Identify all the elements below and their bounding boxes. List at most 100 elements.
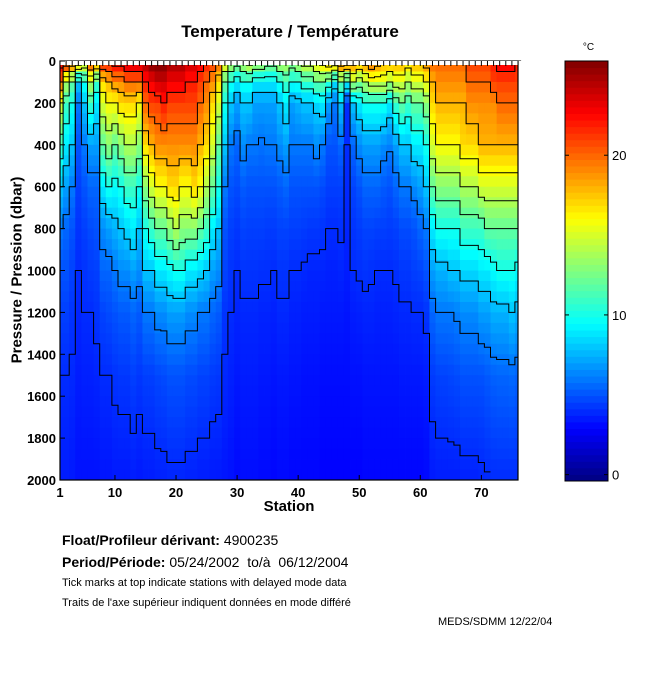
heatmap-cell xyxy=(87,448,94,460)
heatmap-cell xyxy=(160,385,168,397)
heatmap-cell xyxy=(282,207,290,219)
heatmap-cell xyxy=(130,364,137,376)
heatmap-cell xyxy=(179,343,186,355)
heatmap-cell xyxy=(392,385,400,397)
heatmap-cell xyxy=(435,249,443,261)
heatmap-cell xyxy=(111,438,119,449)
heatmap-cell xyxy=(69,291,76,303)
heatmap-cell xyxy=(203,207,211,219)
heatmap-cell xyxy=(295,134,302,146)
heatmap-cell xyxy=(148,123,156,135)
heatmap-cell xyxy=(191,144,198,156)
heatmap-cell xyxy=(411,459,418,470)
heatmap-cell xyxy=(337,459,345,470)
heatmap-cell xyxy=(405,333,412,345)
heatmap-cell xyxy=(490,322,498,334)
heatmap-cell xyxy=(411,165,418,177)
heatmap-cell xyxy=(215,228,223,240)
heatmap-cell xyxy=(240,396,247,408)
heatmap-cell xyxy=(411,71,418,83)
heatmap-cell xyxy=(197,155,204,167)
heatmap-cell xyxy=(130,165,137,177)
heatmap-cell xyxy=(472,364,479,376)
heatmap-cell xyxy=(197,438,204,449)
heatmap-cell xyxy=(459,176,467,188)
heatmap-cell xyxy=(276,102,284,114)
heatmap-cell xyxy=(289,375,296,387)
heatmap-cell xyxy=(337,406,345,418)
heatmap-cell xyxy=(350,165,357,177)
heatmap-cell xyxy=(313,438,320,449)
heatmap-cell xyxy=(264,260,272,271)
heatmap-cell xyxy=(227,469,235,481)
heatmap-cell xyxy=(118,343,125,355)
heatmap-cell xyxy=(411,239,418,250)
heatmap-cell xyxy=(142,448,149,460)
heatmap-cell xyxy=(447,312,455,324)
heatmap-cell xyxy=(81,165,88,177)
heatmap-cell xyxy=(429,260,436,271)
heatmap-cell xyxy=(337,239,345,250)
heatmap-cell xyxy=(398,155,406,167)
heatmap-cell xyxy=(252,71,259,83)
heatmap-cell xyxy=(496,102,504,114)
heatmap-cell xyxy=(392,197,400,209)
heatmap-cell xyxy=(374,280,381,292)
heatmap-cell xyxy=(502,144,510,156)
heatmap-cell xyxy=(270,218,278,229)
heatmap-cell xyxy=(478,364,485,376)
heatmap-cell xyxy=(264,417,272,429)
heatmap-cell xyxy=(111,406,119,418)
heatmap-cell xyxy=(295,364,302,376)
colorbar-band xyxy=(565,185,608,193)
heatmap-cell xyxy=(508,322,516,334)
heatmap-cell xyxy=(75,270,82,282)
heatmap-cell xyxy=(380,165,388,177)
heatmap-cell xyxy=(466,459,473,470)
heatmap-cell xyxy=(490,312,498,324)
heatmap-cell xyxy=(99,239,107,250)
heatmap-cell xyxy=(111,280,119,292)
heatmap-cell xyxy=(69,417,76,429)
heatmap-cell xyxy=(392,322,400,334)
heatmap-cell xyxy=(435,469,443,481)
heatmap-cell xyxy=(148,81,156,93)
heatmap-cell xyxy=(478,113,485,125)
heatmap-cell xyxy=(136,239,143,250)
heatmap-cell xyxy=(130,417,137,429)
heatmap-cell xyxy=(270,417,278,429)
heatmap-cell xyxy=(459,406,467,418)
heatmap-cell xyxy=(337,270,345,282)
heatmap-cell xyxy=(179,102,186,114)
heatmap-cell xyxy=(441,312,449,324)
heatmap-cell xyxy=(362,102,369,114)
heatmap-cell xyxy=(386,396,394,408)
colorbar-band xyxy=(565,238,608,246)
heatmap-cell xyxy=(343,270,351,282)
heatmap-cell xyxy=(227,102,235,114)
heatmap-cell xyxy=(240,270,247,282)
heatmap-cell xyxy=(160,396,168,408)
heatmap-cell xyxy=(301,186,308,198)
heatmap-cell xyxy=(99,207,107,219)
heatmap-cell xyxy=(252,385,259,397)
heatmap-cell xyxy=(166,155,174,167)
heatmap-cell xyxy=(221,291,229,303)
heatmap-cell xyxy=(405,176,412,188)
heatmap-cell xyxy=(203,406,211,418)
heatmap-cell xyxy=(405,186,412,198)
heatmap-cell xyxy=(490,260,498,271)
heatmap-cell xyxy=(453,406,461,418)
heatmap-cell xyxy=(466,92,473,104)
heatmap-cell xyxy=(105,343,113,355)
heatmap-cell xyxy=(301,375,308,387)
heatmap-cell xyxy=(478,144,485,156)
heatmap-cell xyxy=(209,459,217,470)
colorbar-band xyxy=(565,133,608,141)
heatmap-cell xyxy=(197,364,204,376)
heatmap-cell xyxy=(508,417,516,429)
heatmap-cell xyxy=(398,448,406,460)
heatmap-cell xyxy=(325,249,333,261)
heatmap-cell xyxy=(246,343,253,355)
heatmap-cell xyxy=(508,249,516,261)
